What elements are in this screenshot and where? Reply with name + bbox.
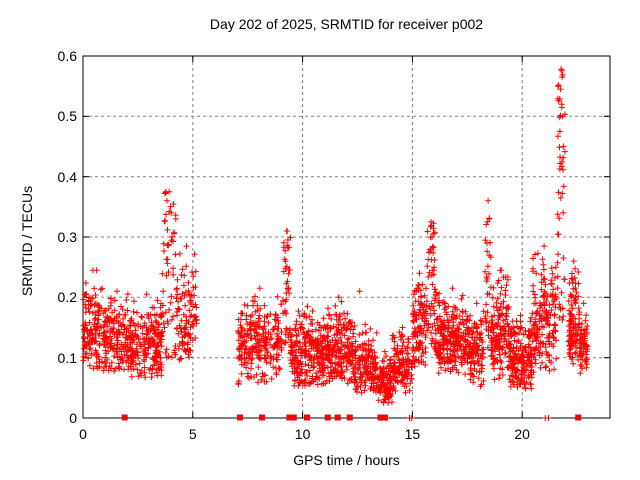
zero-flag-squares <box>121 414 582 421</box>
x-tick-label: 10 <box>294 426 311 442</box>
y-tick-label: 0.3 <box>57 229 77 245</box>
x-tick-label: 15 <box>404 426 421 442</box>
y-tick-label: 0.2 <box>57 289 77 306</box>
x-tick-label: 0 <box>79 426 87 442</box>
y-tick-label: 0.4 <box>57 168 77 185</box>
x-tick-label: 20 <box>514 426 530 442</box>
y-tick-label: 0 <box>69 410 77 426</box>
x-axis-label: GPS time / hours <box>293 452 400 468</box>
chart-title: Day 202 of 2025, SRMTID for receiver p00… <box>209 16 484 32</box>
y-tick-label: 0.5 <box>57 108 77 125</box>
x-tick-label: 5 <box>188 426 197 442</box>
scatter-points <box>80 66 591 421</box>
y-tick-label: 0.6 <box>57 48 77 64</box>
y-tick-label: 0.1 <box>57 349 77 366</box>
